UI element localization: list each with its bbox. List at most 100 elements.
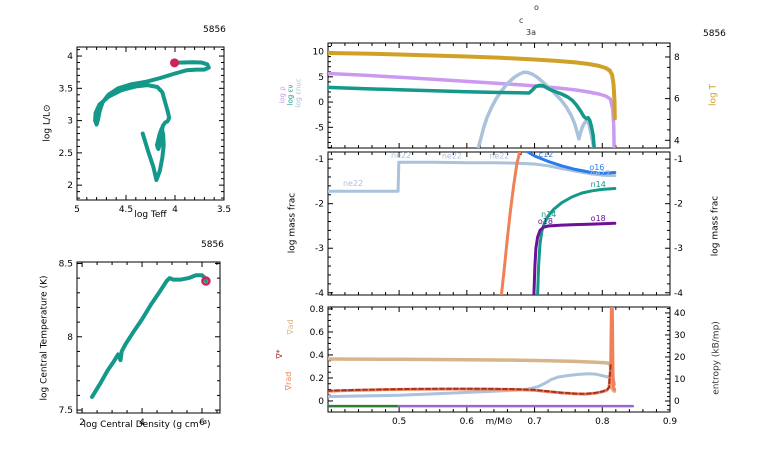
hr-xtick-label: 4.5 <box>119 205 133 215</box>
profile-bottom-yr-tick-label: 20 <box>674 353 686 363</box>
series-log-rho <box>328 71 616 148</box>
profile-top-plot: 10 5 0 -5 8 6 4 <box>313 42 680 149</box>
profile-bottom-xtick-label: 0.5 <box>392 417 406 427</box>
profile-bottom-yr-tick-label: 0 <box>674 397 680 407</box>
burn-label-o: o <box>534 3 539 12</box>
profile-mid-yl-tick-label: -4 <box>315 289 324 299</box>
burn-label-c: c <box>519 16 524 25</box>
profile-bottom-xtick-label: 0.8 <box>595 417 610 427</box>
profile-top-frame <box>327 42 671 149</box>
iso-label-ne22: ne22 <box>442 151 462 160</box>
series-hr-track <box>93 60 211 182</box>
series-grad-actual <box>328 363 612 395</box>
profile-bottom-plot: 0.5 0.6 0.7 0.8 0.9 0.8 0.6 0.4 0.2 0 40 30 20 10 0 <box>310 305 686 427</box>
iso-label-o16: o16 <box>589 163 604 172</box>
tc-rhoc-yl-tick-label: 8 <box>67 333 73 343</box>
profile-top-yr-tick-label: 6 <box>674 95 680 105</box>
profile-bottom-xtick-label: 0.6 <box>460 417 475 427</box>
profile-bottom-label-entropy: entropy (kB/mp) <box>711 321 722 395</box>
hr-yl-tick-label: 4 <box>67 52 73 62</box>
profile-top-yl-tick-label: 0 <box>318 98 324 108</box>
profile-top-yl-tick-label: 10 <box>313 48 325 58</box>
profile-bottom-label-grad-ad: ∇ad <box>286 319 295 335</box>
profile-bottom-yr-tick-label: 10 <box>674 375 686 385</box>
profile-top-yl-tick-label: 5 <box>318 73 324 83</box>
profile-title: 5856 <box>703 29 726 39</box>
hr-current-model-dot <box>170 58 180 68</box>
hr-xtick-label: 4 <box>172 205 178 215</box>
profile-mid-yr-tick-label: -3 <box>674 244 683 254</box>
profile-top-yr-tick-label: 4 <box>674 136 680 146</box>
profile-bottom-yl-tick-label: 0.6 <box>310 328 325 338</box>
iso-label-ne22: ne22 <box>590 169 610 178</box>
series-grad-ad <box>328 357 617 393</box>
hr-xtick-label: 3.5 <box>217 205 231 215</box>
tc-rhoc-plot: 2 4 6 8.5 8 7.5 <box>59 259 221 428</box>
profile-bottom-label-grad-star: ∇* <box>275 349 284 359</box>
tc-rhoc-xtick-label: 4 <box>139 418 145 428</box>
profile-top-yr-tick-label: 8 <box>674 53 680 63</box>
iso-label-o18: o18 <box>538 217 553 226</box>
hr-yl-tick-label: 3 <box>67 117 73 127</box>
profile-bottom-yr-tick-label: 40 <box>674 309 686 319</box>
burn-label-3a: 3a <box>526 28 536 37</box>
hr-yl-tick-label: 2 <box>67 181 73 191</box>
hr-yl-tick-label: 3.5 <box>59 84 73 94</box>
profile-mid-yl-tick-label: -1 <box>315 155 324 165</box>
tc-rhoc-ylabel: log Central Temperature (K) <box>39 275 50 401</box>
iso-label-ne22: ne22 <box>391 151 411 160</box>
hr-title: 5856 <box>203 25 226 35</box>
series-log-T <box>328 51 617 121</box>
profile-mid-yr-tick-label: -4 <box>674 289 683 299</box>
profile-top-label-log-T: log T <box>708 83 719 107</box>
iso-label-n14: n14 <box>591 180 606 189</box>
series-grad-rad <box>328 307 616 396</box>
tc-rhoc-xtick-label: 6 <box>199 418 205 428</box>
hr-frame <box>76 46 225 201</box>
tc-rhoc-frame <box>76 261 221 414</box>
tc-rhoc-title: 5856 <box>201 240 224 250</box>
tc-rhoc-yl-tick-label: 8.5 <box>59 259 73 269</box>
profile-top-label-log-rho: log ρ <box>278 86 287 104</box>
iso-label-o18: o18 <box>591 214 606 223</box>
profile-top-yl-tick-label: -5 <box>315 123 324 133</box>
iso-label-n14: n14 <box>541 210 556 219</box>
tc-rhoc-yl-tick-label: 7.5 <box>59 406 73 416</box>
profile-mid-frame <box>327 151 671 296</box>
hr-xlabel: log Teff <box>134 210 167 220</box>
profile-bottom-xtick-label: 0.7 <box>527 417 541 427</box>
hr-xtick-label: 5 <box>74 205 80 215</box>
series-o18 <box>532 221 617 295</box>
iso-label-ne22: ne22 <box>489 151 509 160</box>
iso-label-c12: c12 <box>539 150 554 159</box>
profile-mid-yr-tick-label: -2 <box>674 200 683 210</box>
profile-top-label-log-eps-nuc: log εnuc <box>294 78 303 108</box>
profile-bottom-yr-tick-label: 30 <box>674 331 686 341</box>
profile-bottom-yl-tick-label: 0.4 <box>310 351 325 361</box>
iso-label-ne22: ne22 <box>343 179 363 188</box>
profile-bottom-label-grad-rad: ∇rad <box>284 371 293 391</box>
series-orange-rising <box>499 152 522 295</box>
profile-xlabel: m/M⊙ <box>485 417 513 427</box>
profile-bottom-yl-tick-label: 0 <box>318 397 324 407</box>
profile-mid-yr-tick-label: -1 <box>674 155 683 165</box>
profile-mid-right-label: log mass frac <box>710 195 721 257</box>
profile-top-label-log-eps-nu: log εν <box>286 84 295 106</box>
profile-bottom-yl-tick-label: 0.2 <box>310 374 324 384</box>
tc-rhoc-current-model-ring <box>201 276 211 286</box>
profile-bottom-yl-tick-label: 0.8 <box>310 305 325 315</box>
profile-mid-yl-tick-label: -2 <box>315 200 324 210</box>
series-n14 <box>536 187 617 295</box>
hr-yl-tick-label: 2.5 <box>59 149 73 159</box>
series-o16 <box>526 152 617 175</box>
hr-plot: 5 4.5 4 3.5 4 3.5 3 2.5 2 <box>59 46 231 215</box>
profile-mid-yl-tick-label: -3 <box>315 244 324 254</box>
series-ne22 <box>328 160 617 193</box>
profile-mid-left-label: log mass frac <box>287 192 298 254</box>
tc-rhoc-xlabel: log Central Density (g cm⁻³) <box>83 420 211 430</box>
series-log-eps-nu <box>328 83 596 148</box>
profile-bottom-xtick-label: 0.9 <box>663 417 678 427</box>
hr-ylabel: log L/L⊙ <box>42 104 53 142</box>
